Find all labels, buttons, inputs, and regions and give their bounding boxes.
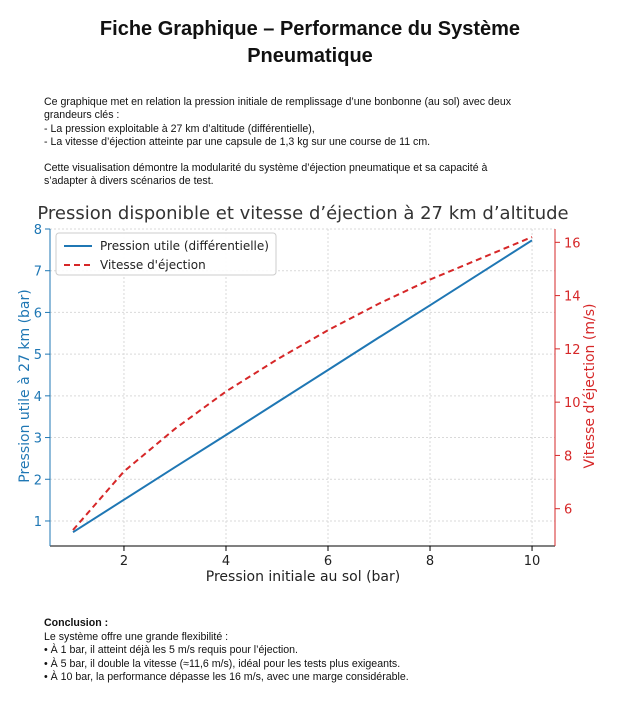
y-right-tick-label: 8 xyxy=(564,449,572,464)
y-left-tick-label: 7 xyxy=(34,265,42,280)
intro-line: grandeurs clés : xyxy=(44,109,120,122)
y-right-tick-label: 10 xyxy=(564,396,581,411)
series-line-pression xyxy=(72,239,533,534)
intro-line: s’adapter à divers scénarios de test. xyxy=(44,175,214,188)
intro-line: Cette visualisation démontre la modulari… xyxy=(44,161,488,174)
intro-line: - La vitesse d’éjection atteinte par une… xyxy=(44,136,431,149)
title-line-2: Pneumatique xyxy=(247,45,373,67)
legend-box xyxy=(55,232,277,276)
y-left-tick-label: 1 xyxy=(34,515,42,530)
intro-line: - La pression exploitable à 27 km d’alti… xyxy=(44,122,315,135)
conclusion: Conclusion : Le système offre une grande… xyxy=(44,617,584,685)
x-tick-label: 2 xyxy=(120,554,128,569)
x-axis-label: Pression initiale au sol (bar) xyxy=(206,569,400,585)
legend-label: Vitesse d'éjection xyxy=(100,258,206,272)
chart-title: Pression disponible et vitesse d’éjectio… xyxy=(37,203,568,224)
chart-grid xyxy=(50,228,555,546)
conclusion-lead: Le système offre une grande flexibilité … xyxy=(44,630,229,643)
x-tick-label: 10 xyxy=(524,554,541,569)
y-left-tick-label: 2 xyxy=(34,473,42,488)
series-line-vitesse xyxy=(72,236,533,531)
x-tick-label: 4 xyxy=(222,554,230,569)
y-left-tick-label: 8 xyxy=(34,223,42,238)
y-left-tick-label: 6 xyxy=(34,306,42,321)
conclusion-bullet: • À 1 bar, il atteint déjà les 5 m/s req… xyxy=(44,644,298,657)
conclusion-bullet: • À 10 bar, la performance dépasse les 1… xyxy=(44,671,409,684)
y-right-tick-label: 6 xyxy=(564,503,572,518)
y-left-tick-label: 5 xyxy=(34,348,42,363)
intro-text: Ce graphique met en relation la pression… xyxy=(44,96,574,188)
conclusion-bullet: • À 5 bar, il double la vitesse (≈11,6 m… xyxy=(44,657,401,670)
conclusion-heading: Conclusion : xyxy=(44,617,109,629)
page-title: Fiche Graphique – Performance du Système… xyxy=(40,16,580,70)
y-right-tick-label: 16 xyxy=(564,236,581,251)
y-right-tick-label: 12 xyxy=(564,343,581,358)
x-tick-label: 8 xyxy=(426,554,434,569)
chart-series xyxy=(72,236,533,534)
x-tick-label: 6 xyxy=(324,554,332,569)
y-left-tick-label: 4 xyxy=(34,390,42,405)
y-axis-right-label: Vitesse d’éjection (m/s) xyxy=(582,304,598,469)
intro-line: Ce graphique met en relation la pression… xyxy=(44,96,512,108)
chart-legend: Pression utile (différentielle) Vitesse d… xyxy=(55,232,277,276)
legend-label: Pression utile (différentielle) xyxy=(100,239,269,253)
y-left-tick-label: 3 xyxy=(34,432,42,447)
title-line-1: Fiche Graphique – Performance du Système xyxy=(99,18,521,40)
y-axis-left-label: Pression utile à 27 km (bar) xyxy=(17,289,33,482)
y-right-tick-label: 14 xyxy=(564,290,581,305)
